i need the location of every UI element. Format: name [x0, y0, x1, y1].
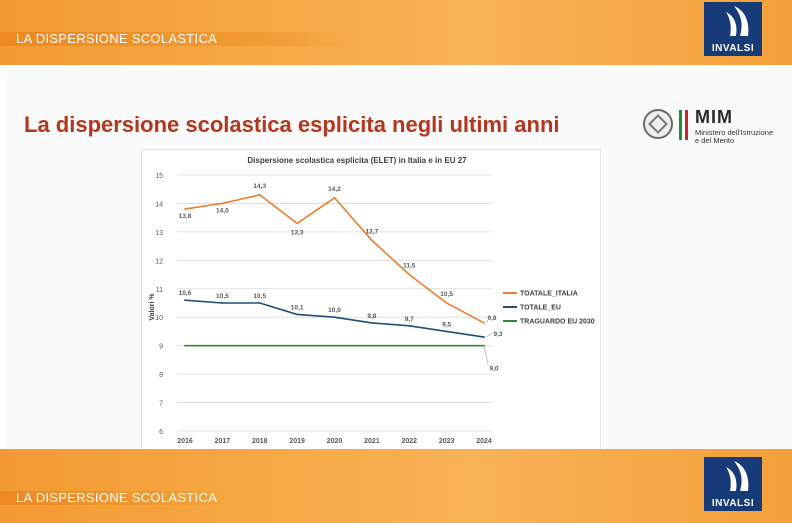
- x-tick-label: 2020: [327, 438, 343, 445]
- data-label: 14,3: [253, 183, 266, 190]
- x-tick-label: 2016: [177, 438, 193, 445]
- leader-line: [483, 346, 489, 364]
- line-chart: Dispersione scolastica esplicita (ELET) …: [149, 156, 595, 445]
- legend-label: TOTALE_EU: [520, 305, 561, 312]
- x-tick-label: 2024: [476, 438, 492, 445]
- data-point: [258, 302, 261, 304]
- x-tick-label: 2019: [289, 438, 305, 445]
- data-point: [184, 208, 186, 211]
- invalsi-logo-text: INVALSI: [711, 43, 755, 54]
- data-label: 11,5: [403, 263, 416, 270]
- header-label: LA DISPERSIONE SCOLASTICA: [16, 31, 218, 46]
- data-label: 9,3: [493, 331, 502, 338]
- leader-line: [485, 316, 491, 324]
- separator: [0, 65, 792, 71]
- legend-label: TRAGUARDO EU 2030: [520, 319, 595, 326]
- data-label: 10,5: [253, 293, 266, 300]
- x-tick-label: 2022: [401, 438, 417, 445]
- data-point: [296, 222, 299, 225]
- italian-flag-icon: [679, 110, 688, 140]
- data-point: [445, 330, 448, 333]
- data-point: [408, 324, 411, 327]
- data-label: 14,2: [328, 186, 341, 193]
- x-tick-label: 2018: [252, 438, 268, 445]
- legend-label: TOATALE_ITALIA: [520, 291, 578, 298]
- data-label: 10,5: [440, 291, 453, 298]
- data-label: 9,8: [367, 313, 376, 320]
- data-point: [333, 344, 336, 347]
- data-label: 9,5: [442, 321, 451, 328]
- y-tick-label: 8: [159, 372, 163, 379]
- data-point: [221, 302, 224, 304]
- data-point: [408, 273, 411, 276]
- footer-streak: [0, 491, 230, 505]
- invalsi-wave-icon: [726, 461, 749, 491]
- y-tick-label: 10: [155, 315, 163, 322]
- data-label: 14,0: [216, 207, 229, 214]
- data-point: [370, 239, 373, 242]
- invalsi-wave-icon: [726, 6, 749, 36]
- x-tick-label: 2017: [215, 438, 231, 445]
- data-point: [184, 299, 186, 302]
- data-point: [258, 344, 261, 347]
- data-point: [333, 316, 336, 319]
- y-tick-label: 14: [155, 201, 163, 208]
- data-point: [483, 344, 485, 347]
- header-streak: [0, 32, 356, 46]
- invalsi-logo-text: INVALSI: [711, 498, 755, 509]
- data-point: [258, 194, 261, 196]
- data-point: [184, 344, 186, 347]
- chart-title: Dispersione scolastica esplicita (ELET) …: [247, 156, 467, 165]
- y-tick-label: 9: [159, 344, 163, 351]
- mim-name-line2: e del Merito: [695, 136, 735, 145]
- data-label: 13,8: [179, 213, 192, 220]
- data-point: [333, 196, 336, 199]
- header-band: LA DISPERSIONE SCOLASTICA INVALSI: [0, 0, 792, 65]
- footer-band: LA DISPERSIONE SCOLASTICA INVALSI: [0, 449, 792, 523]
- data-point: [370, 322, 373, 324]
- y-tick-label: 13: [155, 230, 163, 237]
- data-point: [483, 336, 485, 339]
- data-label: 10,6: [179, 290, 192, 297]
- y-tick-label: 12: [155, 258, 163, 265]
- series-line-1: [184, 299, 485, 338]
- x-tick-label: 2021: [364, 438, 380, 445]
- data-point: [408, 344, 411, 347]
- data-label: 9,8: [487, 315, 496, 322]
- y-tick-label: 7: [159, 401, 163, 408]
- y-tick-label: 15: [155, 173, 163, 180]
- data-label: 10,0: [328, 307, 341, 314]
- data-label: 13,3: [291, 229, 304, 236]
- y-axis-label: Valori %: [149, 293, 156, 321]
- invalsi-logo: INVALSI: [704, 2, 762, 56]
- data-label: 10,1: [291, 304, 304, 311]
- data-point: [296, 344, 299, 347]
- republic-emblem-icon: [643, 109, 673, 139]
- mim-acronym: MIM: [695, 107, 733, 127]
- mim-logo: MIM Ministero dell'Istruzione e del Meri…: [643, 107, 773, 145]
- mim-name-line1: Ministero dell'Istruzione: [695, 128, 774, 137]
- chart-container: Dispersione scolastica esplicita (ELET) …: [141, 149, 601, 450]
- data-point: [370, 344, 373, 347]
- data-point: [296, 313, 299, 316]
- data-point: [445, 344, 448, 347]
- x-tick-label: 2023: [439, 438, 455, 445]
- leader-line: [485, 332, 493, 338]
- data-point: [221, 344, 224, 347]
- data-point: [483, 322, 485, 324]
- data-label: 10,5: [216, 293, 229, 300]
- data-point: [221, 202, 224, 205]
- data-label: 9,0: [489, 366, 498, 373]
- footer-label: LA DISPERSIONE SCOLASTICA: [16, 490, 218, 505]
- y-tick-label: 6: [159, 429, 163, 436]
- invalsi-logo-footer: INVALSI: [704, 457, 762, 511]
- data-label: 9,7: [405, 316, 414, 323]
- data-label: 12,7: [366, 228, 379, 235]
- slide-title: La dispersione scolastica esplicita negl…: [24, 112, 560, 137]
- data-point: [445, 302, 448, 304]
- y-tick-label: 11: [156, 287, 163, 294]
